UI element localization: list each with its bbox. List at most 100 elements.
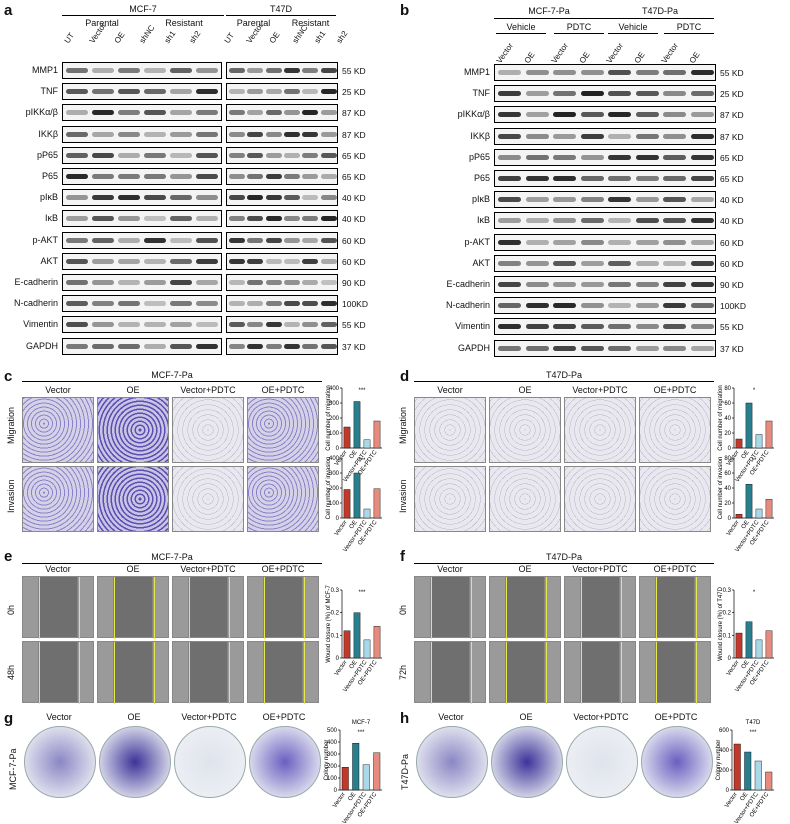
- f-image: [639, 576, 711, 639]
- a-band: [302, 152, 319, 158]
- e-image: [172, 641, 244, 704]
- e-title-line: [22, 563, 322, 564]
- f-wound-edge: [580, 642, 582, 704]
- a-band: [170, 110, 192, 116]
- d-title: T47D-Pa: [545, 370, 582, 380]
- b-band: [608, 197, 631, 203]
- b-size-label: 100KD: [720, 301, 746, 312]
- a-size-label: 60 KD: [342, 256, 366, 267]
- bar: [744, 751, 752, 791]
- b-band: [525, 303, 549, 309]
- c-title: MCF-7-Pa: [151, 370, 193, 380]
- y-tick-label: 60: [724, 471, 731, 477]
- e-wound-edge: [304, 577, 306, 639]
- b-band: [525, 176, 549, 181]
- a-band: [170, 68, 192, 73]
- f-row-label: 72h: [398, 664, 408, 680]
- a-band: [283, 89, 300, 95]
- a-band: [320, 258, 337, 264]
- b-band: [553, 282, 576, 287]
- a-size-label: 65 KD: [342, 172, 366, 182]
- chart-title: MCF-7: [352, 720, 371, 726]
- y-tick-label: 0: [726, 788, 730, 794]
- a-band: [170, 343, 192, 349]
- b-band: [553, 133, 576, 139]
- bar: [343, 489, 351, 519]
- b-sub-line: [496, 33, 546, 34]
- a-band: [265, 301, 282, 307]
- x-tick-label: OE: [347, 792, 357, 803]
- b-band: [553, 303, 576, 309]
- bar: [765, 499, 773, 519]
- a-band: [66, 343, 88, 349]
- b-band: [498, 239, 521, 245]
- b-row-label: E-cadherin: [446, 279, 490, 289]
- panel-label-b: b: [400, 2, 410, 19]
- b-band: [525, 345, 549, 351]
- b-band: [690, 303, 714, 309]
- a-band: [302, 110, 319, 116]
- b-lane-label: OE: [632, 50, 647, 65]
- b-band: [553, 176, 576, 181]
- a-band: [196, 216, 218, 222]
- a-band: [283, 258, 300, 264]
- a-band: [302, 301, 319, 307]
- b-row-label: pP65: [468, 151, 490, 162]
- b-sub-line: [554, 33, 604, 34]
- a-band: [66, 68, 88, 73]
- f-image: [489, 576, 561, 639]
- e-wound-edge: [263, 577, 265, 639]
- c-col-label: OE: [126, 385, 140, 395]
- g-col-label: Vector: [46, 712, 72, 722]
- a-band: [229, 195, 245, 201]
- b-band: [580, 239, 604, 245]
- c-image: [97, 466, 169, 532]
- b-lane-label: OE: [687, 50, 702, 65]
- b-band: [580, 345, 604, 351]
- e-row-label: 48h: [6, 664, 16, 680]
- b-band: [580, 260, 604, 266]
- d-col-label: Vector+PDTC: [572, 385, 628, 395]
- b-blot: [494, 339, 716, 357]
- b-size-label: 65 KD: [720, 152, 744, 163]
- a-row-label: IκB: [44, 213, 58, 224]
- b-band: [498, 197, 521, 203]
- e-title: MCF-7-Pa: [151, 552, 193, 562]
- e-wound-edge: [188, 577, 190, 639]
- b-band: [663, 218, 686, 224]
- c-row-label: Invasion: [6, 479, 16, 513]
- a-band: [92, 237, 114, 243]
- x-tick-label: Vector+PDTC: [343, 449, 369, 483]
- b-band: [525, 112, 549, 118]
- d-image: [564, 466, 636, 532]
- y-axis-label: Cell number of migration: [718, 385, 724, 450]
- a-band: [229, 131, 245, 137]
- a-size-label: 55 KD: [342, 66, 366, 76]
- e-image: [247, 641, 319, 704]
- a-blot-t47d: [226, 83, 338, 101]
- b-blot: [494, 318, 716, 336]
- b-lane-label: Vector: [659, 41, 681, 65]
- a-band: [283, 216, 300, 222]
- bar: [341, 767, 349, 791]
- a-band: [320, 152, 337, 158]
- bar: [362, 764, 370, 791]
- a-lane-label: sh2: [187, 29, 203, 45]
- a-band: [302, 174, 319, 179]
- d-image: [564, 397, 636, 463]
- bar: [745, 621, 753, 659]
- b-band: [525, 91, 549, 97]
- a-band: [265, 174, 282, 179]
- g-col-label: OE: [127, 712, 141, 722]
- bar: [735, 514, 743, 519]
- a-band: [144, 68, 166, 73]
- a-band: [265, 216, 282, 222]
- a-band: [196, 258, 218, 264]
- a-band: [247, 68, 264, 73]
- b-band: [690, 218, 714, 224]
- y-tick-label: 400: [719, 748, 730, 754]
- b-band: [498, 260, 521, 266]
- h-col-label: Vector: [438, 712, 464, 722]
- b-band: [580, 218, 604, 224]
